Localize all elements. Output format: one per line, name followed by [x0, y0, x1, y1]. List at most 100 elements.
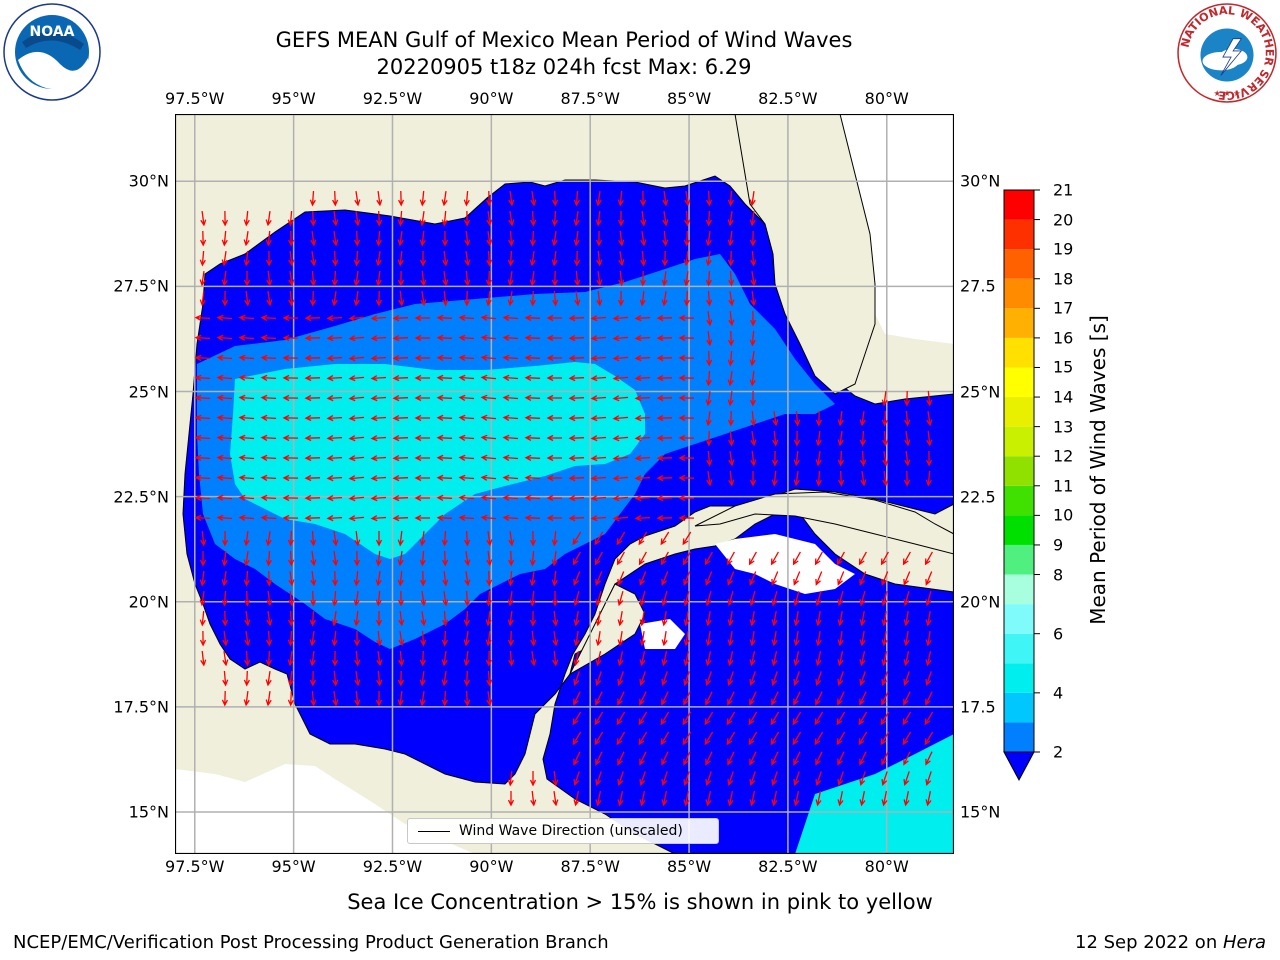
- wind-arrow: [749, 571, 757, 586]
- wind-arrow: [287, 671, 294, 687]
- wind-arrow: [925, 771, 932, 786]
- wind-arrow: [222, 631, 229, 647]
- wind-arrow: [634, 315, 651, 322]
- wind-arrow: [925, 630, 932, 647]
- wind-arrow: [375, 290, 382, 307]
- wind-arrow: [596, 290, 603, 307]
- wind-arrow: [508, 191, 515, 207]
- wind-arrow: [463, 631, 470, 647]
- wind-arrow: [815, 630, 822, 647]
- wind-arrow: [881, 771, 888, 786]
- wind-arrow: [683, 230, 690, 247]
- wind-arrow: [397, 691, 404, 707]
- wind-arrow: [420, 291, 427, 307]
- lat-tick-left-4: 20°N: [128, 592, 169, 612]
- wind-arrow: [332, 231, 339, 247]
- wind-arrow: [771, 630, 778, 647]
- wind-arrow: [419, 550, 426, 567]
- wind-arrow: [332, 570, 339, 587]
- wind-arrow: [568, 375, 585, 382]
- wind-arrow: [881, 671, 888, 686]
- wind-arrow: [354, 230, 361, 247]
- wind-arrow: [486, 211, 493, 227]
- wind-arrow: [436, 414, 453, 421]
- wind-arrow: [260, 434, 277, 441]
- wind-arrow: [678, 514, 695, 522]
- wind-arrow: [616, 711, 626, 726]
- wind-arrow: [568, 355, 585, 362]
- wind-arrow: [926, 411, 933, 427]
- wind-arrow: [552, 791, 559, 807]
- wind-arrow: [221, 550, 228, 567]
- wind-arrow: [546, 494, 562, 502]
- wind-arrow: [924, 731, 934, 746]
- wind-arrow: [392, 495, 409, 502]
- wind-arrow: [199, 250, 206, 267]
- wind-arrow: [837, 691, 845, 706]
- lat-tick-left-3: 22.5°N: [113, 487, 169, 507]
- wind-arrow: [260, 514, 277, 521]
- footer-credit: NCEP/EMC/Verification Post Processing Pr…: [13, 932, 609, 953]
- lon-tick-top-1: 95°W: [271, 89, 316, 108]
- wind-arrow: [436, 494, 453, 501]
- wind-arrow: [414, 314, 430, 322]
- wind-arrow: [414, 514, 430, 522]
- wind-arrow: [243, 570, 250, 587]
- wind-arrow: [617, 591, 624, 607]
- wind-arrow: [392, 335, 409, 342]
- wind-arrow: [260, 354, 277, 361]
- wind-arrow: [436, 354, 453, 361]
- wind-arrow: [331, 270, 338, 287]
- wind-arrow: [858, 551, 867, 566]
- wind-arrow: [595, 591, 602, 607]
- wind-arrow: [332, 190, 339, 207]
- wind-arrow: [792, 551, 801, 566]
- wind-arrow: [638, 731, 648, 746]
- wind-arrow: [216, 514, 233, 521]
- footer-machine: Hera: [1222, 932, 1266, 953]
- wind-arrow: [282, 434, 299, 442]
- wind-arrow: [727, 571, 735, 586]
- wind-arrow: [304, 514, 321, 522]
- colorbar-tick-label-10: 15: [1053, 357, 1074, 377]
- wind-arrow: [221, 230, 228, 247]
- wind-arrow: [616, 531, 626, 546]
- wind-arrow: [574, 270, 581, 287]
- wind-arrow: [590, 435, 607, 442]
- wind-arrow: [221, 251, 228, 267]
- wind-arrow: [661, 790, 668, 807]
- wind-arrow: [815, 610, 822, 627]
- wind-arrow: [216, 414, 233, 421]
- wind-arrow: [480, 434, 497, 441]
- wind-arrow: [243, 531, 250, 547]
- wind-arrow: [881, 591, 888, 607]
- wind-arrow: [881, 391, 888, 407]
- wind-arrow: [573, 691, 581, 706]
- wind-arrow: [288, 591, 295, 607]
- wind-arrow: [326, 415, 343, 422]
- wind-arrow: [265, 211, 272, 227]
- wind-arrow: [414, 414, 430, 422]
- wind-arrow: [836, 551, 845, 566]
- wind-arrow: [727, 671, 734, 686]
- wind-arrow: [370, 375, 387, 382]
- wind-arrow: [590, 455, 607, 462]
- wind-arrow: [398, 631, 405, 647]
- wind-arrow: [309, 610, 316, 627]
- wind-arrow: [502, 314, 519, 321]
- wind-arrow: [458, 414, 475, 421]
- wind-arrow: [238, 474, 255, 481]
- map-plot: [175, 114, 954, 854]
- wind-arrow: [244, 290, 251, 307]
- wind-arrow: [678, 414, 695, 422]
- wind-arrow: [420, 630, 427, 647]
- wind-arrow: [771, 790, 778, 807]
- wind-arrow: [678, 394, 695, 402]
- wind-arrow: [727, 691, 735, 706]
- wind-arrow: [414, 374, 430, 382]
- wind-arrow: [749, 191, 756, 207]
- wind-arrow: [727, 250, 734, 267]
- wind-arrow: [859, 751, 867, 766]
- wind-arrow: [683, 751, 691, 766]
- wind-arrow: [706, 331, 713, 347]
